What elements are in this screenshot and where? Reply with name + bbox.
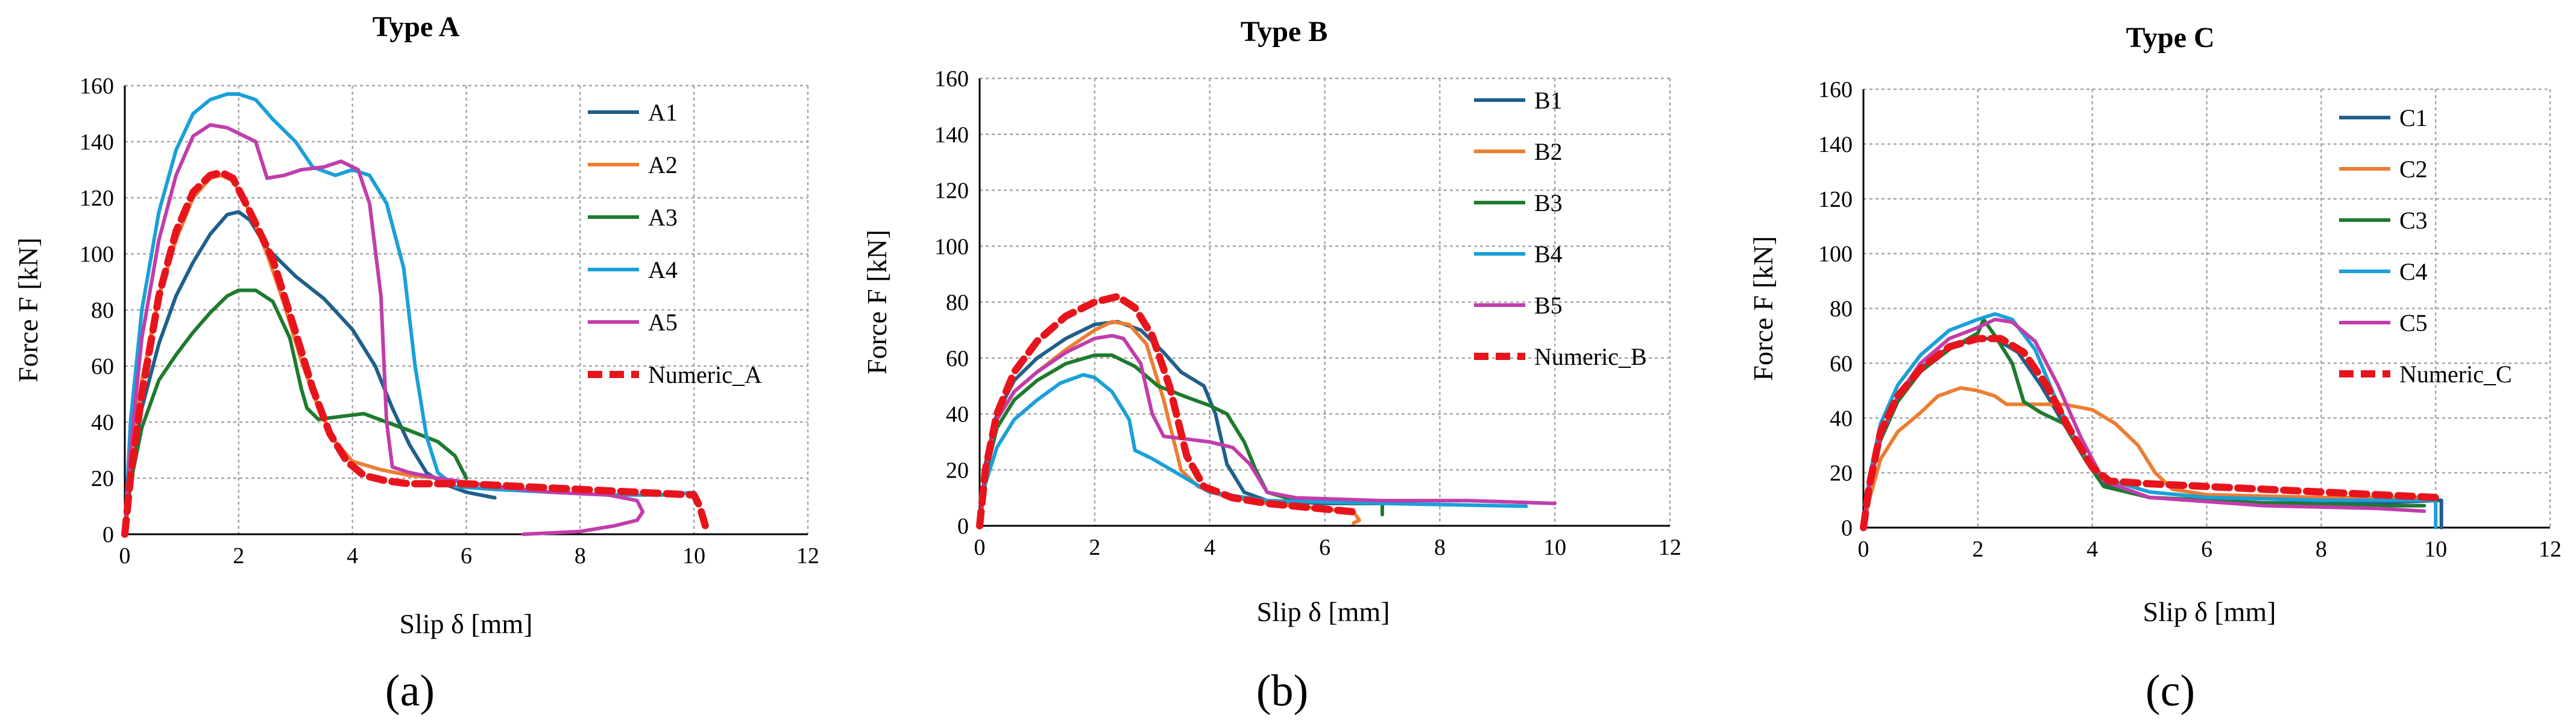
legend-label: C1 <box>2399 104 2428 131</box>
x-tick-label: 2 <box>1972 537 1983 562</box>
y-tick-label: 120 <box>1818 187 1853 212</box>
x-tick-label: 4 <box>347 543 358 569</box>
legend-label: B2 <box>1534 138 1563 165</box>
y-tick-label: 20 <box>1830 461 1853 486</box>
x-axis-label: Slip δ [mm] <box>2143 596 2276 627</box>
legend-label: C3 <box>2399 207 2428 234</box>
chart-title: Type A <box>373 11 460 43</box>
x-tick-label: 6 <box>2201 537 2212 562</box>
x-axis-label: Slip δ [mm] <box>399 608 532 639</box>
y-tick-label: 100 <box>80 242 114 267</box>
legend-label: Numeric_A <box>648 361 762 388</box>
series-line-b5 <box>978 333 1557 528</box>
series-line-numeric-c <box>1860 335 2440 531</box>
y-tick-label: 120 <box>80 186 114 211</box>
y-tick-label: 20 <box>946 458 969 483</box>
x-tick-label: 4 <box>1204 535 1215 560</box>
y-axis-label: Force F [kN] <box>13 238 43 382</box>
legend-label: C2 <box>2399 156 2428 183</box>
chart-panel-3: 0 2 4 6 8 10 12020406080100120140160C1C2C3C4C5… <box>1748 22 2562 716</box>
legend-label: Numeric_B <box>1534 343 1647 370</box>
y-tick-label: 80 <box>946 290 969 315</box>
x-tick-label: 0 <box>119 543 131 569</box>
chart-title: Type B <box>1241 16 1327 48</box>
y-tick-label: 40 <box>1830 406 1853 431</box>
y-tick-label: 140 <box>934 122 969 148</box>
chart-title: Type C <box>2126 22 2214 54</box>
x-tick-label: 8 <box>2316 537 2327 562</box>
y-tick-label: 60 <box>946 346 969 371</box>
x-tick-label: 4 <box>2086 537 2098 562</box>
x-tick-label: 10 <box>2424 537 2447 562</box>
y-tick-label: 40 <box>946 402 969 428</box>
legend-label: Numeric_C <box>2399 361 2512 388</box>
x-tick-label: 2 <box>233 543 244 569</box>
series-line-c4 <box>1862 312 2438 529</box>
chart-panel-1: 0 2 4 6 8 10 12020406080100120140160A1A2A3A4A5… <box>13 11 819 716</box>
legend-label: B1 <box>1534 87 1563 114</box>
series-line-b2 <box>978 320 1361 528</box>
panel-label: (a) <box>385 666 435 716</box>
x-tick-label: 12 <box>1658 535 1681 560</box>
x-tick-label: 2 <box>1089 535 1100 560</box>
y-tick-label: 160 <box>934 66 969 92</box>
y-tick-label: 20 <box>91 466 114 491</box>
y-tick-label: 40 <box>91 410 114 435</box>
y-tick-label: 80 <box>91 298 114 323</box>
series-line-a1 <box>123 210 497 536</box>
y-tick-label: 160 <box>80 74 114 99</box>
y-tick-label: 140 <box>80 130 114 155</box>
x-tick-label: 6 <box>1319 535 1331 560</box>
x-axis-label: Slip δ [mm] <box>1256 596 1390 627</box>
series-line-a3 <box>123 288 468 536</box>
series-line-numeric-a <box>121 169 709 538</box>
x-tick-label: 8 <box>1434 535 1446 560</box>
y-tick-label: 0 <box>957 514 969 539</box>
x-tick-label: 8 <box>575 543 586 569</box>
y-axis-label: Force F [kN] <box>1748 236 1778 380</box>
x-tick-label: 6 <box>461 543 472 569</box>
legend-label: B3 <box>1534 189 1563 216</box>
series-line-a4 <box>123 92 696 536</box>
legend-label: A3 <box>648 204 678 231</box>
x-tick-label: 12 <box>2539 537 2562 562</box>
y-tick-label: 80 <box>1830 297 1853 322</box>
y-tick-label: 100 <box>934 234 969 259</box>
series-line-numeric-b <box>976 292 1358 529</box>
y-tick-label: 140 <box>1818 132 1853 157</box>
legend-label: B4 <box>1534 241 1563 268</box>
y-tick-label: 160 <box>1818 77 1853 103</box>
y-tick-label: 100 <box>1818 242 1853 267</box>
chart-panel-2: 0 2 4 6 8 10 12020406080100120140160B1B2B3B4B5… <box>861 16 1681 716</box>
x-tick-label: 10 <box>1543 535 1566 560</box>
x-tick-label: 10 <box>682 543 705 569</box>
panel-label: (b) <box>1256 666 1308 716</box>
legend-label: C5 <box>2399 309 2428 336</box>
legend-label: A5 <box>648 309 678 336</box>
legend-label: A2 <box>648 151 678 178</box>
legend-label: A4 <box>648 256 678 283</box>
legend-label: A1 <box>648 99 678 126</box>
y-tick-label: 0 <box>1841 516 1853 541</box>
y-tick-label: 60 <box>1830 351 1853 376</box>
legend-label: B5 <box>1534 292 1563 319</box>
panel-label: (c) <box>2146 666 2195 716</box>
legend-label: C4 <box>2399 258 2428 285</box>
x-tick-label: 0 <box>1858 537 1869 562</box>
x-tick-label: 12 <box>796 543 819 569</box>
y-tick-label: 60 <box>91 354 114 379</box>
y-tick-label: 0 <box>102 522 114 548</box>
y-tick-label: 120 <box>934 178 969 204</box>
series-line-a5 <box>123 123 645 536</box>
x-tick-label: 0 <box>974 535 986 560</box>
y-axis-label: Force F [kN] <box>861 230 892 374</box>
